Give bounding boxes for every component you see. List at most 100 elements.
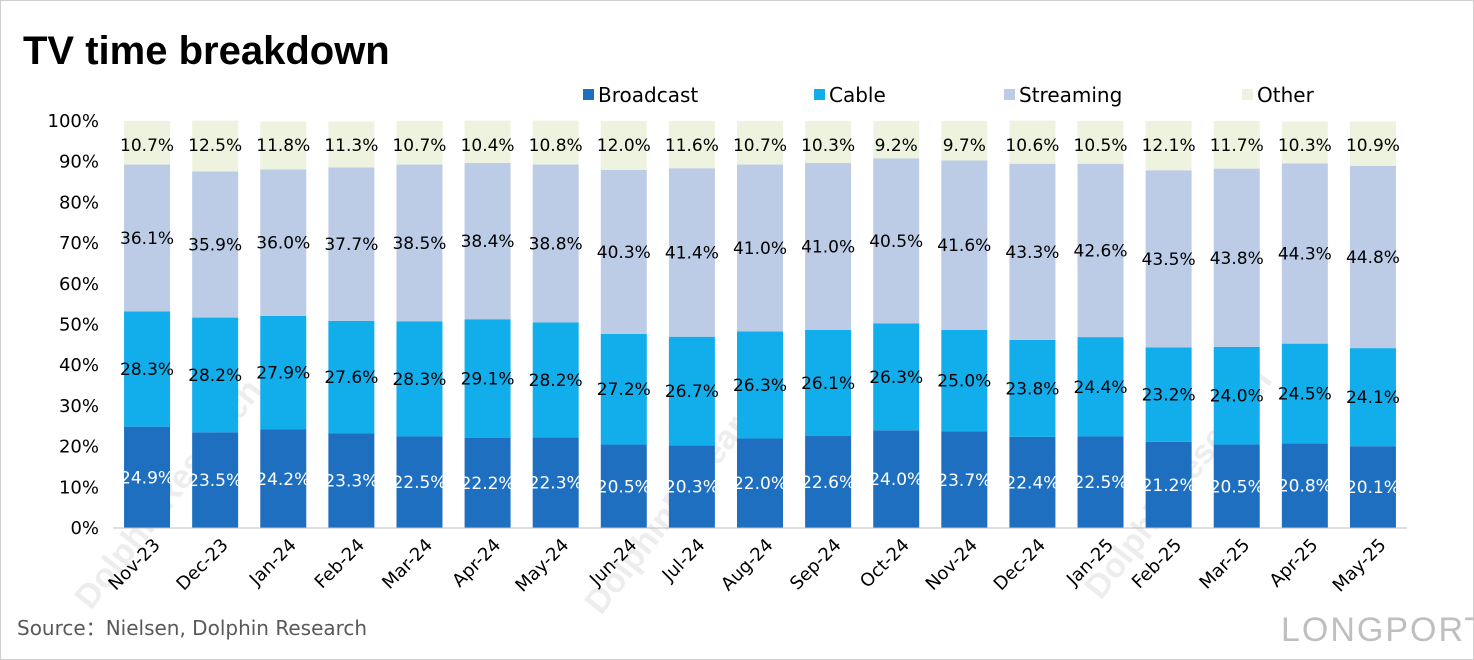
bar-segment-other — [737, 121, 783, 165]
bar-segment-other — [805, 121, 852, 163]
bar-segment-cable — [192, 317, 239, 433]
data-label: 23.5% — [188, 471, 242, 491]
data-label: 28.2% — [529, 371, 583, 391]
bar-segment-broadcast — [600, 444, 647, 528]
bar-segment-other — [668, 121, 715, 169]
data-label: 10.3% — [801, 136, 855, 156]
y-tick-label: 100% — [48, 111, 99, 132]
bar-segment-cable — [1349, 348, 1396, 447]
bar-segment-cable — [737, 331, 783, 439]
bar-segment-cable — [1145, 347, 1192, 442]
data-label: 41.6% — [937, 236, 991, 256]
bar-segment-broadcast — [328, 433, 375, 528]
data-label: 22.4% — [1005, 473, 1059, 493]
source-note: Source：Nielsen, Dolphin Research — [17, 616, 368, 640]
data-label: 24.5% — [1278, 384, 1332, 404]
data-label: 27.6% — [324, 368, 378, 388]
x-tick-label: Apr-24 — [448, 535, 505, 592]
bar-segment-streaming — [396, 164, 443, 322]
bar-segment-other — [328, 121, 375, 168]
bar-segment-broadcast — [192, 432, 239, 528]
data-label: 24.0% — [1210, 387, 1264, 407]
bar-segment-streaming — [1349, 165, 1396, 349]
data-label: 10.8% — [529, 136, 583, 156]
bar-segment-other — [1349, 121, 1396, 166]
bar-segment-other — [192, 120, 239, 172]
bar-segment-streaming — [805, 162, 852, 330]
y-tick-label: 10% — [59, 477, 99, 498]
legend-label-streaming: Streaming — [1019, 83, 1122, 107]
data-label: 24.1% — [1346, 388, 1400, 408]
bar-segment-streaming — [668, 168, 715, 337]
data-label: 20.5% — [1210, 477, 1264, 497]
data-label: 29.1% — [461, 369, 515, 389]
bar-segment-other — [1213, 121, 1260, 169]
bar-segment-streaming — [464, 162, 511, 320]
bar-segment-other — [1281, 121, 1328, 164]
data-label: 23.3% — [324, 472, 378, 492]
x-tick-label: Jan-24 — [245, 535, 301, 591]
legend-swatch-other — [1242, 89, 1253, 100]
x-tick-label: May-25 — [1329, 535, 1391, 597]
bar-segment-broadcast — [1009, 436, 1056, 528]
bar-segment-streaming — [1213, 168, 1260, 347]
bar-segment-broadcast — [805, 436, 852, 528]
y-tick-label: 20% — [59, 437, 99, 458]
bar-segment-streaming — [260, 169, 307, 316]
bar-segment-streaming — [600, 169, 647, 334]
data-label: 44.3% — [1278, 244, 1332, 264]
bar-segment-broadcast — [1145, 441, 1192, 528]
bar-segment-streaming — [873, 158, 920, 324]
data-label: 28.3% — [120, 360, 174, 380]
bar-segment-broadcast — [532, 437, 579, 528]
data-label: 24.9% — [120, 468, 174, 488]
bar-segment-broadcast — [260, 429, 307, 528]
bar-segment-cable — [1009, 339, 1056, 437]
data-label: 26.7% — [665, 382, 719, 402]
data-label: 26.3% — [869, 368, 923, 388]
bar-segment-cable — [396, 321, 443, 437]
bar-segment-cable — [1281, 343, 1328, 444]
bar-segment-streaming — [124, 164, 171, 312]
brand-watermark: LONGPORT — [1281, 611, 1473, 649]
bar-segment-cable — [1077, 337, 1124, 437]
bar-segment-cable — [124, 311, 171, 427]
legend-label-cable: Cable — [829, 83, 886, 107]
bar-segment-cable — [464, 319, 511, 438]
data-label: 10.5% — [1074, 136, 1128, 156]
bar-segment-cable — [328, 320, 375, 434]
y-tick-label: 60% — [59, 274, 99, 295]
y-tick-label: 0% — [70, 518, 99, 539]
data-label: 23.2% — [1142, 386, 1196, 406]
bar-segment-other — [1009, 120, 1056, 164]
data-label: 10.9% — [1346, 136, 1400, 156]
bar-segment-streaming — [1009, 163, 1056, 340]
data-label: 43.5% — [1142, 250, 1196, 270]
bar-segment-other — [600, 121, 647, 170]
bar-segment-streaming — [328, 167, 375, 321]
y-tick-label: 30% — [59, 396, 99, 417]
data-label: 23.7% — [937, 471, 991, 491]
bar-segment-cable — [668, 336, 715, 446]
data-label: 41.0% — [801, 237, 855, 257]
bar-segment-other — [260, 121, 307, 170]
bar-segment-cable — [1213, 346, 1260, 445]
data-label: 36.0% — [256, 234, 310, 254]
x-tick-label: Sep-24 — [786, 535, 846, 595]
legend-label-broadcast: Broadcast — [598, 83, 698, 107]
data-label: 36.1% — [120, 229, 174, 249]
data-label: 22.3% — [529, 474, 583, 494]
bar-segment-broadcast — [873, 430, 920, 528]
bar-segment-broadcast — [124, 426, 171, 528]
data-label: 35.9% — [188, 236, 242, 256]
data-label: 26.3% — [733, 376, 787, 396]
data-label: 9.2% — [875, 136, 918, 156]
data-label: 28.2% — [188, 366, 242, 386]
bar-segment-broadcast — [737, 438, 783, 528]
bar-segment-streaming — [1281, 163, 1328, 344]
data-label: 28.3% — [392, 370, 446, 390]
bar-segment-cable — [600, 333, 647, 445]
data-label: 42.6% — [1074, 241, 1128, 261]
y-tick-label: 70% — [59, 233, 99, 254]
data-label: 20.5% — [597, 477, 651, 497]
